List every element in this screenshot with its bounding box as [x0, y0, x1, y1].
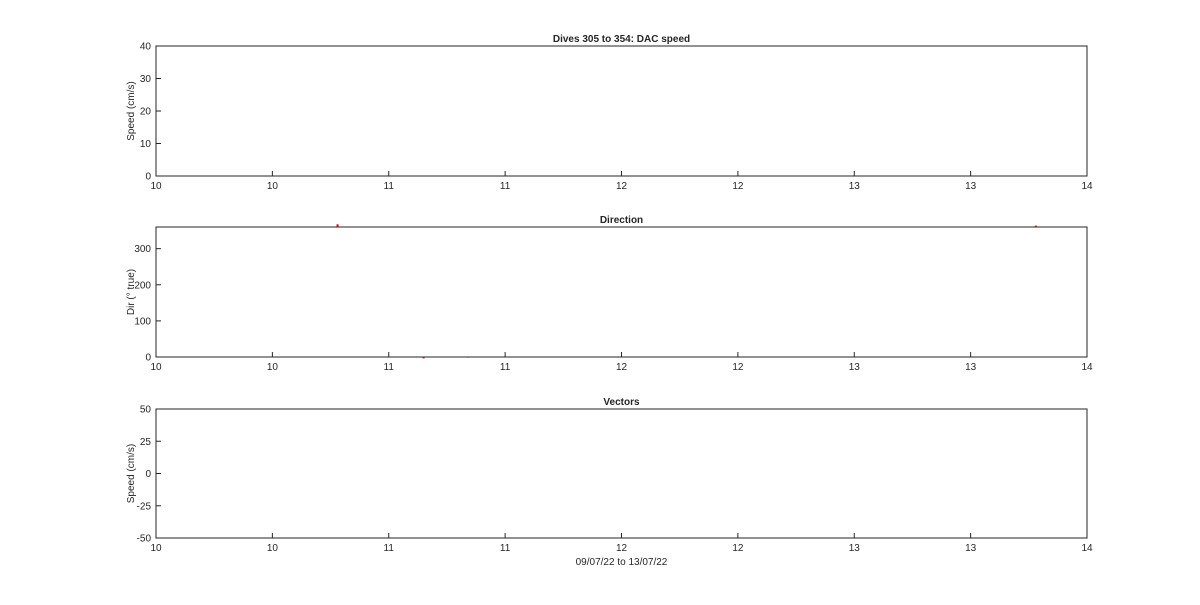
x-tick-label: 10	[150, 181, 162, 192]
y-tick-label: 10	[140, 139, 152, 150]
x-tick-label: 13	[965, 181, 977, 192]
x-tick-label: 11	[500, 181, 511, 192]
y-axis-label: Speed (cm/s)	[126, 81, 137, 140]
y-tick-label: 0	[145, 172, 151, 183]
y-axis-label: Dir (° true)	[126, 269, 137, 315]
x-tick-label: 11	[500, 362, 511, 373]
y-tick-label: 40	[140, 42, 152, 53]
x-tick-label: 12	[616, 181, 628, 192]
x-tick-label: 11	[384, 181, 395, 192]
y-tick-label: 25	[140, 437, 152, 448]
panel-title: Direction	[600, 215, 643, 226]
x-tick-label: 11	[500, 543, 511, 554]
y-tick-label: -50	[137, 534, 152, 545]
x-tick-label: 11	[384, 362, 395, 373]
y-tick-label: 0	[145, 353, 151, 364]
x-tick-label: 14	[1081, 362, 1093, 373]
x-tick-label: 10	[267, 181, 279, 192]
axes-frame	[155, 408, 1088, 539]
x-tick-label: 10	[150, 543, 162, 554]
x-tick-label: 13	[849, 362, 861, 373]
x-tick-label: 12	[732, 543, 744, 554]
y-tick-label: 50	[140, 405, 152, 416]
x-tick-label: 10	[150, 362, 162, 373]
y-tick-label: 200	[134, 280, 151, 291]
x-tick-label: 13	[965, 362, 977, 373]
axes-frame	[155, 45, 1088, 177]
x-axis-label: 09/07/22 to 13/07/22	[576, 557, 668, 568]
x-tick-label: 14	[1081, 181, 1093, 192]
y-tick-label: 300	[134, 244, 151, 255]
x-tick-label: 12	[732, 362, 744, 373]
y-tick-label: 30	[140, 74, 152, 85]
y-axis-label: Speed (cm/s)	[126, 444, 137, 503]
x-tick-label: 12	[732, 181, 744, 192]
x-tick-label: 12	[616, 543, 628, 554]
y-tick-label: 0	[145, 469, 151, 480]
vectors-panel: 10 10 11 11 12 12 13 13 14 -50 -25 0 25 50 Vectors Spee…	[126, 397, 1093, 568]
x-tick-label: 10	[267, 362, 279, 373]
axes-frame	[155, 226, 1088, 358]
x-tick-label: 11	[384, 543, 395, 554]
x-tick-label: 13	[849, 181, 861, 192]
x-tick-label: 10	[267, 543, 279, 554]
direction-panel: 10 10 11 11 12 12 13 13 14 0 100 200 300 Direction Dir…	[126, 215, 1093, 373]
x-tick-label: 13	[965, 543, 977, 554]
x-tick-label: 13	[849, 543, 861, 554]
y-tick-label: 20	[140, 107, 152, 118]
y-tick-label: 100	[134, 316, 151, 327]
x-tick-label: 12	[616, 362, 628, 373]
x-tick-label: 14	[1081, 543, 1093, 554]
panel-title: Vectors	[603, 397, 640, 408]
y-tick-label: -25	[137, 501, 152, 512]
panel-title: Dives 305 to 354: DAC speed	[553, 34, 690, 45]
